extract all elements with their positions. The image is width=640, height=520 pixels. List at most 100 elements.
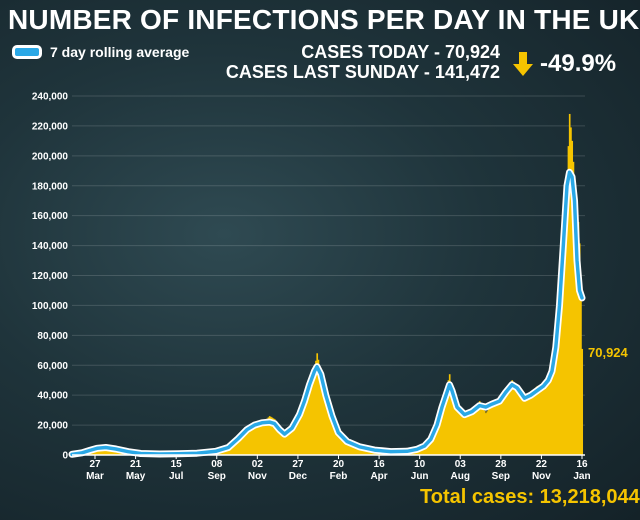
daily-case-bar [431, 435, 434, 455]
daily-case-bar [296, 418, 299, 455]
daily-case-bar [495, 402, 497, 455]
daily-case-bar [297, 415, 300, 455]
daily-case-bar [557, 319, 560, 455]
chart-legend: 7 day rolling average [12, 44, 189, 60]
daily-case-bar [531, 390, 534, 455]
daily-case-bar [572, 161, 575, 456]
x-tick-month: Mar [86, 471, 104, 482]
daily-case-bar [553, 354, 556, 455]
daily-case-bar [247, 429, 250, 455]
daily-case-bar [236, 438, 239, 455]
daily-case-bar [298, 413, 301, 455]
daily-case-bar [543, 381, 546, 455]
y-tick-label: 240,000 [32, 92, 69, 103]
daily-case-bar [251, 425, 254, 455]
daily-case-bar [545, 380, 547, 455]
daily-case-bar [536, 386, 539, 455]
daily-case-bar [246, 431, 249, 455]
daily-case-bar [256, 422, 259, 455]
x-tick-day: 27 [89, 459, 101, 470]
x-tick-month: Apr [370, 471, 387, 482]
last-value-label: 70,924 [588, 345, 629, 360]
daily-case-bar [436, 422, 439, 455]
daily-case-bar [547, 377, 550, 455]
y-tick-label: 160,000 [32, 211, 69, 222]
daily-case-bar [570, 127, 572, 455]
daily-case-bar [345, 440, 347, 455]
daily-case-bar [455, 405, 457, 455]
x-tick-day: 02 [252, 459, 264, 470]
daily-case-bar [278, 428, 281, 455]
x-tick-month: Feb [330, 471, 348, 482]
daily-case-bar [228, 446, 231, 455]
daily-case-bar [456, 410, 459, 455]
daily-case-bar [533, 388, 536, 455]
daily-case-bar [472, 408, 475, 455]
daily-case-bar [327, 406, 330, 455]
rolling-average-line [68, 168, 586, 458]
daily-case-bar [457, 410, 460, 455]
daily-case-bar [323, 391, 326, 455]
daily-case-bar [523, 398, 526, 455]
daily-case-bar [577, 222, 580, 455]
daily-case-bar [560, 285, 562, 455]
daily-case-bar [446, 386, 449, 455]
daily-case-bar [332, 422, 335, 455]
y-tick-label: 120,000 [32, 271, 69, 282]
daily-case-bar [263, 421, 266, 455]
daily-case-bar [230, 445, 232, 455]
daily-case-bar [282, 432, 285, 455]
x-tick-month: Jun [411, 471, 429, 482]
y-tick-label: 140,000 [32, 241, 69, 252]
y-tick-label: 40,000 [37, 391, 68, 402]
daily-case-bar [293, 423, 296, 455]
daily-case-bar [548, 374, 551, 455]
daily-case-bar [478, 401, 481, 455]
daily-case-bar [338, 435, 341, 455]
daily-case-bar [248, 428, 251, 455]
daily-case-bar [227, 448, 230, 455]
cases-last-sunday: CASES LAST SUNDAY - 141,472 [225, 62, 500, 82]
daily-case-bar [556, 333, 559, 455]
daily-case-bar [432, 431, 435, 455]
daily-case-bar [245, 431, 247, 455]
daily-case-bar [317, 359, 320, 455]
daily-case-bar [571, 140, 574, 455]
daily-case-bar [487, 409, 490, 455]
daily-case-bar [423, 445, 426, 455]
daily-case-bar [563, 223, 566, 455]
daily-case-bar [422, 445, 425, 455]
daily-case-bar [257, 422, 260, 455]
daily-case-bar [447, 380, 450, 455]
daily-case-bar [448, 374, 451, 455]
daily-case-bar [250, 426, 252, 455]
daily-case-bar [463, 414, 466, 455]
daily-case-bar [270, 416, 272, 455]
daily-case-bar [328, 410, 331, 455]
daily-case-bar [567, 146, 570, 455]
daily-case-bar [331, 419, 334, 455]
daily-case-bar [266, 418, 269, 455]
daily-case-bar [565, 200, 567, 455]
daily-case-bar [290, 429, 292, 455]
y-tick-label: 0 [62, 451, 68, 462]
daily-case-bar [490, 405, 492, 455]
daily-case-bar [511, 380, 514, 455]
daily-case-bar [341, 437, 344, 455]
daily-case-bar [522, 396, 525, 455]
daily-case-bar [281, 431, 284, 455]
daily-case-bar [262, 422, 265, 455]
down-arrow-icon [513, 52, 533, 76]
daily-case-bar [283, 434, 286, 455]
x-tick-month: Aug [451, 471, 470, 482]
daily-case-bar [261, 423, 264, 455]
daily-case-bar [292, 425, 295, 455]
daily-case-bar [503, 393, 506, 455]
daily-case-bar [537, 385, 540, 455]
daily-case-bar [491, 404, 494, 455]
x-tick-month: Nov [532, 471, 551, 482]
daily-case-bar [470, 410, 472, 455]
daily-case-bar [275, 421, 277, 455]
daily-case-bar [428, 439, 431, 455]
x-tick-day: 22 [536, 459, 548, 470]
